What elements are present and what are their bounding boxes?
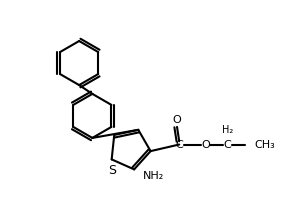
Text: NH₂: NH₂ [143, 171, 164, 181]
Text: O: O [201, 140, 210, 149]
Text: C: C [224, 140, 232, 149]
Text: H₂: H₂ [222, 125, 233, 135]
Text: S: S [108, 164, 116, 177]
Text: C: C [175, 140, 183, 149]
Text: O: O [173, 115, 181, 125]
Text: CH₃: CH₃ [254, 140, 275, 149]
